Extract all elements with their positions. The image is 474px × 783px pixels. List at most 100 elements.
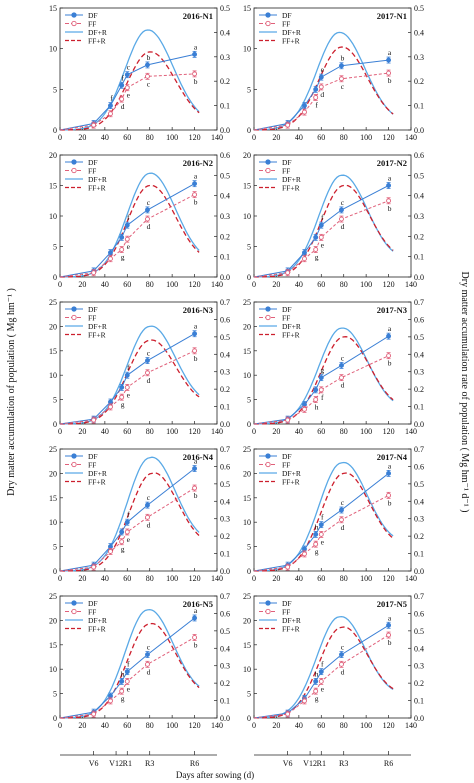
panel-title: 2017-N3 bbox=[377, 305, 407, 315]
y2-tick-label: 0.2 bbox=[414, 532, 424, 541]
legend-label: DF bbox=[88, 599, 98, 608]
significance-letter: f bbox=[110, 94, 113, 103]
x-axis-label: Days after sowing (d) bbox=[176, 770, 254, 780]
rate-curve-df-r bbox=[59, 29, 200, 131]
significance-letter: b bbox=[388, 204, 392, 213]
x-tick-label: 100 bbox=[166, 133, 178, 142]
stage-label: R3 bbox=[339, 759, 348, 768]
y2-tick-label: 0.0 bbox=[414, 126, 424, 135]
x-tick-label: 60 bbox=[317, 133, 325, 142]
y-tick-label: 25 bbox=[49, 298, 57, 307]
plot-frame bbox=[253, 301, 412, 425]
data-point-ff bbox=[124, 236, 130, 242]
x-tick-label: 0 bbox=[58, 427, 62, 436]
x-tick-label: 20 bbox=[78, 574, 86, 583]
significance-letter: d bbox=[147, 667, 151, 676]
data-point-ff bbox=[285, 417, 291, 423]
x-tick-label: 120 bbox=[189, 574, 201, 583]
x-tick-label: 120 bbox=[189, 721, 201, 730]
data-point-ff bbox=[386, 353, 392, 359]
data-point-df bbox=[302, 546, 307, 552]
data-point-df bbox=[313, 531, 319, 537]
data-point-ff bbox=[108, 404, 113, 410]
data-point-df bbox=[192, 331, 198, 337]
data-point-df bbox=[119, 82, 125, 88]
plot-frame bbox=[59, 595, 218, 719]
x-tick-label: 80 bbox=[340, 280, 348, 289]
data-point-ff bbox=[386, 492, 392, 498]
data-point-df bbox=[302, 402, 307, 407]
legend-marker bbox=[71, 461, 77, 468]
data-point-ff bbox=[119, 539, 125, 545]
significance-letter: f bbox=[321, 213, 324, 222]
x-tick-label: 140 bbox=[211, 280, 223, 289]
x-tick-label: 0 bbox=[252, 280, 256, 289]
y-tick-label: 25 bbox=[243, 445, 251, 454]
significance-letter: g bbox=[320, 366, 324, 375]
legend-marker bbox=[71, 314, 77, 321]
y-tick-label: 5 bbox=[247, 690, 251, 699]
significance-letter: c bbox=[341, 498, 345, 507]
x-tick-label: 40 bbox=[295, 427, 303, 436]
significance-letter: d bbox=[341, 381, 345, 390]
y2-tick-label: 0.1 bbox=[414, 550, 424, 559]
data-point-ff bbox=[192, 485, 198, 491]
data-point-df bbox=[192, 181, 198, 187]
x-tick-label: 80 bbox=[146, 280, 154, 289]
y2-tick-label: 0.1 bbox=[220, 550, 230, 559]
y-tick-label: 10 bbox=[243, 518, 251, 527]
y2-tick-label: 0.2 bbox=[220, 532, 230, 541]
legend-marker bbox=[71, 600, 77, 606]
significance-letter: c bbox=[147, 493, 151, 502]
data-point-df bbox=[386, 183, 392, 188]
y2-tick-label: 0.1 bbox=[414, 697, 424, 706]
x-tick-label: 120 bbox=[383, 574, 395, 583]
data-point-df bbox=[386, 470, 392, 476]
legend-marker bbox=[265, 306, 271, 312]
y-tick-label: 25 bbox=[49, 445, 57, 454]
significance-letter: f bbox=[315, 100, 318, 109]
legend-marker bbox=[265, 159, 271, 165]
x-tick-label: 40 bbox=[101, 721, 109, 730]
data-point-df bbox=[145, 502, 150, 508]
data-point-df bbox=[108, 693, 113, 699]
y2-tick-label: 0.0 bbox=[220, 714, 230, 723]
data-point-ff bbox=[339, 517, 344, 523]
data-point-df bbox=[108, 250, 113, 256]
x-tick-label: 20 bbox=[272, 574, 280, 583]
stage-label: V6 bbox=[89, 759, 99, 768]
data-point-df bbox=[119, 678, 125, 684]
significance-letter: b bbox=[194, 640, 198, 649]
y-tick-label: 15 bbox=[49, 641, 57, 650]
stage-label: R6 bbox=[384, 759, 393, 768]
legend-label: FF+R bbox=[88, 184, 106, 193]
x-tick-label: 140 bbox=[405, 574, 417, 583]
data-point-ff bbox=[285, 122, 291, 128]
rate-curve-df-r bbox=[254, 461, 394, 572]
x-tick-label: 60 bbox=[123, 133, 131, 142]
data-point-ff bbox=[91, 564, 97, 570]
chart-panel: 0 5 10 15 0.0 0.1 0.2 0.3 0.4 0.5 0 20 40 60 80 100 120 1… bbox=[49, 4, 230, 142]
y-tick-label: 15 bbox=[243, 494, 251, 503]
data-point-ff bbox=[386, 632, 392, 638]
panel-title: 2016-N1 bbox=[183, 11, 213, 21]
significance-letter: b bbox=[388, 76, 392, 85]
data-point-ff bbox=[339, 661, 344, 667]
legend-label: FF+R bbox=[88, 478, 106, 487]
y-tick-label: 15 bbox=[243, 182, 251, 191]
x-tick-label: 120 bbox=[383, 133, 395, 142]
x-tick-label: 120 bbox=[189, 133, 201, 142]
data-point-ff bbox=[192, 348, 198, 354]
data-point-df bbox=[108, 399, 113, 405]
significance-letter: f bbox=[127, 213, 130, 222]
rate-curve-df-r bbox=[59, 456, 200, 572]
legend-label: FF bbox=[88, 314, 96, 323]
legend-label: DF bbox=[88, 305, 98, 314]
x-tick-label: 80 bbox=[340, 574, 348, 583]
x-tick-label: 0 bbox=[58, 133, 62, 142]
y2-tick-label: 0.4 bbox=[414, 644, 424, 653]
rate-curve-ff-r bbox=[254, 472, 394, 572]
data-point-df bbox=[119, 529, 125, 535]
significance-letter: f bbox=[127, 510, 130, 519]
legend-label: FF+R bbox=[282, 331, 300, 340]
